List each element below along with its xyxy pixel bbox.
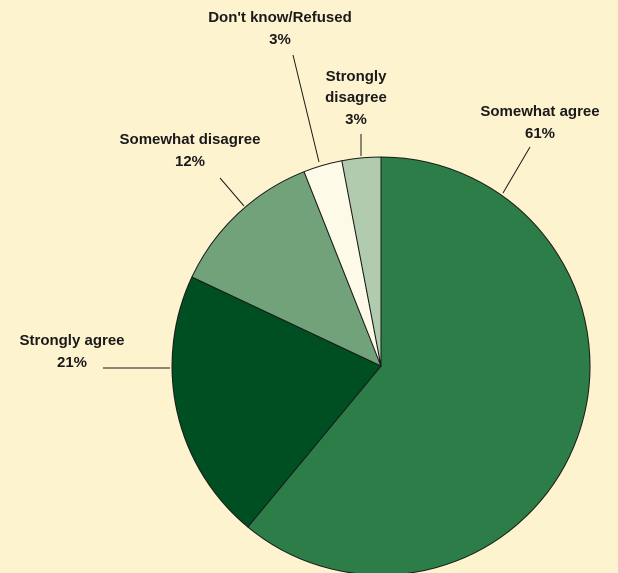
leader-line-somewhat-agree	[502, 146, 531, 194]
labels-layer: Somewhat agree 61% Strongly agree 21% Somewh…	[19, 9, 599, 371]
slice-percent-strongly-disagree: 3%	[345, 111, 367, 128]
pie-slice-somewhat-agree	[247, 156, 591, 573]
slice-label-strongly-agree: Strongly agree	[19, 332, 124, 349]
slice-percent-don-t-know-refused: 3%	[269, 31, 291, 48]
slice-label-somewhat-agree: Somewhat agree	[480, 103, 599, 120]
slice-percent-somewhat-disagree: 12%	[175, 153, 205, 170]
pie-slice-somewhat-disagree	[191, 171, 382, 367]
slice-label-somewhat-disagree: Somewhat disagree	[120, 131, 261, 148]
slice-label-don-t-know-refused: Don't know/Refused	[208, 9, 352, 26]
pie-slice-strongly-agree	[171, 276, 382, 528]
leaders-layer	[103, 54, 531, 369]
slice-label-strongly-disagree-line1: Strongly	[326, 68, 387, 85]
pie-slice-strongly-disagree	[341, 156, 382, 367]
leader-line-don-t-know-refused	[292, 54, 320, 163]
slice-percent-somewhat-agree: 61%	[525, 125, 555, 142]
leader-line-somewhat-disagree	[219, 177, 245, 207]
slice-label-strongly-disagree-line2: disagree	[325, 89, 387, 106]
slice-percent-strongly-agree: 21%	[57, 354, 87, 371]
slices-layer	[171, 156, 591, 573]
